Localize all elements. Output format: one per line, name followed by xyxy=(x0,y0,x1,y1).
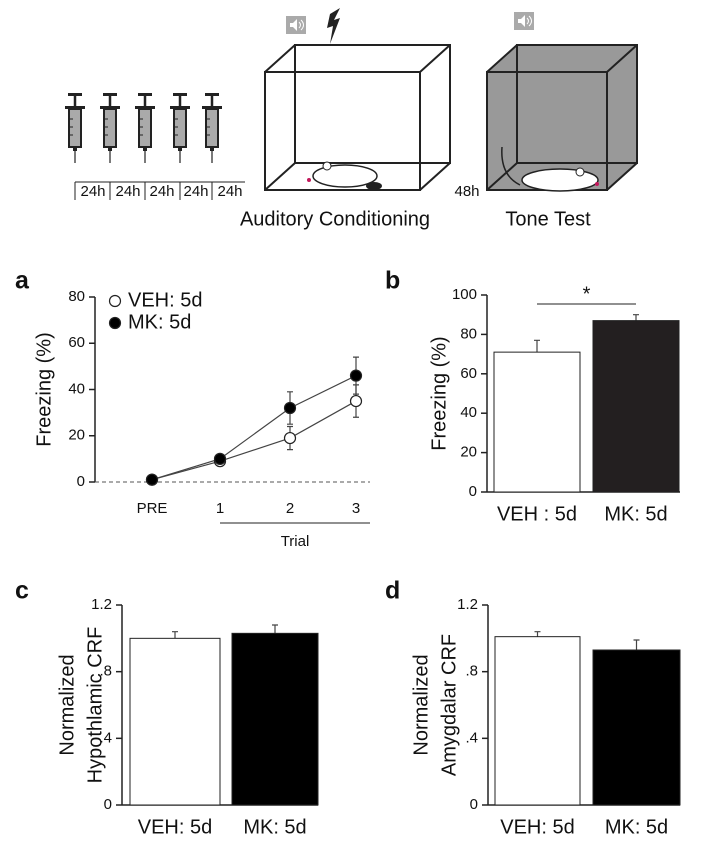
y-tick-label: 0 xyxy=(470,796,478,813)
data-point xyxy=(213,452,227,465)
x-axis-label: Trial xyxy=(281,533,310,550)
legend-marker xyxy=(108,294,122,308)
y-axis-label: Normalized xyxy=(410,654,432,755)
y-tick-label: 20 xyxy=(460,444,477,461)
series-line xyxy=(151,375,357,481)
protocol-diagram: 24h 24h 24h 24h 24h Auditory Conditionin… xyxy=(63,8,638,230)
y-tick-label: 1.2 xyxy=(91,596,112,613)
legend-label: MK: 5d xyxy=(128,311,191,333)
x-tick-label: 3 xyxy=(352,500,360,517)
y-axis-label: Normalized xyxy=(56,654,78,755)
y-tick-label: 0 xyxy=(104,796,112,813)
interval-label: 24h xyxy=(217,183,242,200)
y-tick-label: 80 xyxy=(68,288,85,305)
bar xyxy=(592,649,681,806)
y-tick-label: 0 xyxy=(469,483,477,500)
y-axis-label: Freezing (%) xyxy=(428,336,450,450)
y-axis-label: Hypothlamic CRF xyxy=(84,627,106,784)
conditioning-label: Auditory Conditioning xyxy=(240,208,430,230)
panel-letter: a xyxy=(15,267,30,295)
series-line xyxy=(151,400,357,481)
bar xyxy=(129,637,221,806)
y-tick-label: .4 xyxy=(99,729,112,746)
bar xyxy=(592,320,680,493)
y-tick-label: .8 xyxy=(99,663,112,680)
panel-letter: b xyxy=(385,267,400,295)
y-tick-label: 60 xyxy=(68,334,85,351)
x-tick-label: MK: 5d xyxy=(243,816,306,838)
x-tick-label: VEH : 5d xyxy=(497,503,577,525)
bar xyxy=(493,351,581,493)
x-tick-label: 1 xyxy=(216,500,224,517)
y-tick-label: 0 xyxy=(77,473,85,490)
data-point xyxy=(349,369,363,382)
x-tick-label: PRE xyxy=(137,500,168,517)
x-tick-label: VEH: 5d xyxy=(500,816,574,838)
legend-marker xyxy=(108,316,122,330)
y-tick-label: 100 xyxy=(452,286,477,303)
panel-letter: d xyxy=(385,577,400,605)
interval-label: 24h xyxy=(115,183,140,200)
y-tick-label: 40 xyxy=(460,404,477,421)
x-tick-label: MK: 5d xyxy=(605,816,668,838)
x-tick-label: VEH: 5d xyxy=(138,816,212,838)
y-axis-label: Freezing (%) xyxy=(33,332,55,446)
y-tick-label: .8 xyxy=(465,663,478,680)
y-tick-label: 20 xyxy=(68,427,85,444)
bar xyxy=(231,632,319,806)
y-tick-label: 80 xyxy=(460,325,477,342)
y-tick-label: .4 xyxy=(465,729,478,746)
y-tick-label: 60 xyxy=(460,365,477,382)
y-axis-label: Amygdalar CRF xyxy=(438,634,460,776)
panel-letter: c xyxy=(15,577,29,605)
significance-label: * xyxy=(583,283,591,305)
x-tick-label: MK: 5d xyxy=(604,503,667,525)
data-point xyxy=(283,431,297,445)
test-label: Tone Test xyxy=(505,208,591,230)
y-tick-label: 40 xyxy=(68,380,85,397)
delay-label: 48h xyxy=(454,183,479,200)
legend-label: VEH: 5d xyxy=(128,289,202,311)
data-point xyxy=(349,394,363,408)
data-point xyxy=(145,473,159,486)
data-point xyxy=(283,401,297,415)
interval-label: 24h xyxy=(80,183,105,200)
interval-label: 24h xyxy=(149,183,174,200)
y-tick-label: 1.2 xyxy=(457,596,478,613)
x-tick-label: 2 xyxy=(286,500,294,517)
bar xyxy=(494,636,581,806)
interval-label: 24h xyxy=(183,183,208,200)
